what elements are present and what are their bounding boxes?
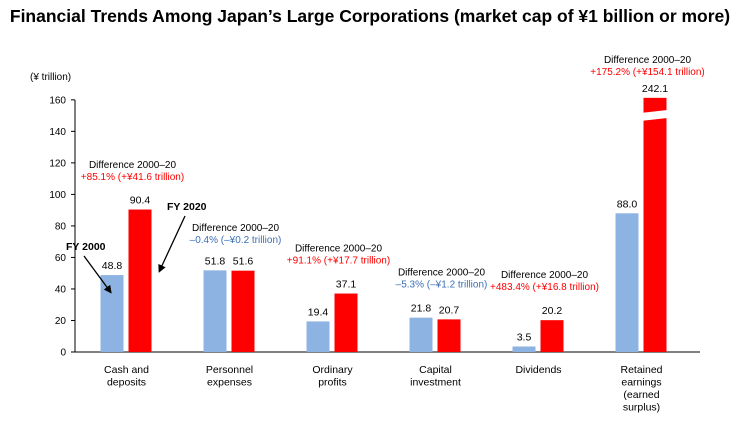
- y-tick-label: 80: [55, 221, 67, 232]
- bar-fy2020: [643, 97, 667, 352]
- x-tick-label: Ordinary: [312, 364, 353, 376]
- value-label-fy2020: 37.1: [336, 279, 357, 291]
- x-tick-label: Capital: [419, 364, 452, 376]
- bar-fy2020: [128, 209, 152, 352]
- difference-value: –0.4% (–¥0.2 trillion): [190, 235, 282, 246]
- x-tick-label: Personnel: [206, 364, 253, 376]
- x-tick-label: Dividends: [515, 364, 561, 376]
- fy2020-arrow: [158, 215, 186, 273]
- bar-fy2000: [512, 346, 536, 352]
- bar-fy2020: [540, 320, 564, 352]
- difference-heading: Difference 2000–20: [604, 55, 692, 66]
- x-tick-label: earnings: [621, 377, 661, 389]
- value-label-fy2020: 242.1: [642, 83, 668, 95]
- y-tick-label: 40: [55, 284, 67, 295]
- x-tick-label: profits: [318, 377, 347, 389]
- difference-value: –5.3% (–¥1.2 trillion): [396, 280, 488, 291]
- value-label-fy2000: 88.0: [617, 198, 638, 210]
- difference-heading: Difference 2000–20: [89, 160, 177, 171]
- value-label-fy2000: 3.5: [517, 331, 532, 343]
- x-tick-label: Cash and: [104, 364, 149, 376]
- y-tick-label: 60: [55, 253, 67, 264]
- y-tick-label: 140: [49, 127, 66, 138]
- value-label-fy2020: 90.4: [130, 195, 151, 207]
- fy2000-annotation: FY 2000: [66, 241, 106, 253]
- bar-fy2020: [334, 293, 358, 352]
- value-label-fy2000: 21.8: [411, 303, 432, 315]
- difference-heading: Difference 2000–20: [501, 270, 589, 281]
- y-tick-label: 120: [49, 158, 66, 169]
- bar-fy2020: [231, 270, 255, 352]
- bar-fy2000: [306, 321, 330, 352]
- difference-heading: Difference 2000–20: [398, 268, 486, 279]
- bar-fy2000: [100, 275, 124, 352]
- value-label-fy2020: 20.2: [542, 305, 563, 317]
- fy2000-arrow: [83, 255, 112, 294]
- value-label-fy2020: 51.6: [233, 256, 254, 268]
- bar-fy2000: [409, 317, 433, 352]
- value-label-fy2000: 51.8: [205, 255, 226, 267]
- value-label-fy2000: 48.8: [102, 260, 123, 272]
- chart-title: Financial Trends Among Japan’s Large Cor…: [9, 6, 731, 26]
- x-tick-label: expenses: [207, 377, 252, 389]
- difference-value: +85.1% (+¥41.6 trillion): [81, 172, 184, 183]
- x-tick-label: investment: [410, 377, 461, 389]
- value-label-fy2020: 20.7: [439, 304, 460, 316]
- bar-fy2020: [437, 319, 461, 352]
- fy2020-annotation: FY 2020: [167, 201, 207, 213]
- x-tick-label: deposits: [107, 377, 146, 389]
- difference-value: +175.2% (+¥154.1 trillion): [590, 67, 705, 78]
- bar-fy2000: [615, 213, 639, 352]
- x-tick-label: Retained: [620, 364, 662, 376]
- y-tick-label: 0: [60, 348, 66, 359]
- y-tick-label: 20: [55, 316, 67, 327]
- x-tick-label: surplus): [623, 402, 660, 414]
- difference-heading: Difference 2000–20: [295, 244, 383, 255]
- bar-fy2000: [203, 270, 227, 352]
- difference-value: +91.1% (+¥17.7 trillion): [287, 256, 390, 267]
- y-tick-label: 100: [49, 190, 66, 201]
- value-label-fy2000: 19.4: [308, 306, 329, 318]
- x-tick-label: (earned: [623, 389, 659, 401]
- difference-value: +483.4% (+¥16.8 trillion): [490, 282, 599, 293]
- y-axis-unit-label: (¥ trillion): [30, 72, 71, 83]
- y-tick-label: 160: [49, 95, 66, 106]
- axis-break-mark: [641, 109, 669, 121]
- difference-heading: Difference 2000–20: [192, 223, 280, 234]
